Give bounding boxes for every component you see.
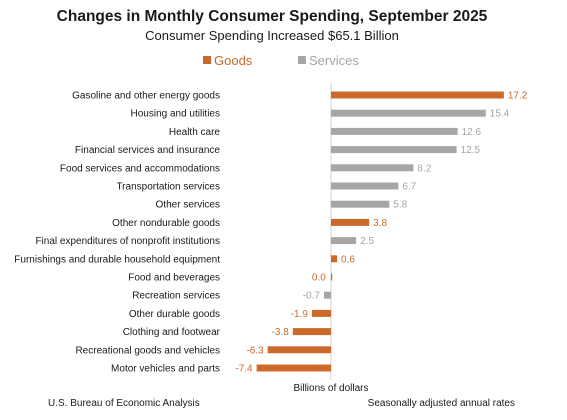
bar-health-care — [331, 127, 458, 135]
bar-clothing-and-footwear — [292, 328, 331, 336]
chart-legend: Goods Services — [203, 53, 359, 68]
legend-swatch-services — [298, 56, 306, 64]
category-label-furnishings-and-durable-household-equipment: Furnishings and durable household equipm… — [14, 254, 220, 265]
data-label-transportation-services: 6.7 — [402, 182, 416, 193]
bar-final-expenditures-of-nonprofit-institutions — [331, 237, 357, 245]
category-label-recreation-services: Recreation services — [132, 291, 220, 302]
data-label-furnishings-and-durable-household-equipment: 0.6 — [341, 254, 355, 265]
bar-other-services — [331, 200, 390, 208]
bar-motor-vehicles-and-parts — [256, 364, 331, 372]
category-label-food-services-and-accommodations: Food services and accommodations — [60, 163, 220, 174]
category-label-other-durable-goods: Other durable goods — [129, 309, 220, 320]
data-label-recreation-services: -0.7 — [303, 291, 321, 302]
data-labels: 17.2 15.4 12.6 12.5 8.26.7 5.8 3.8 2.5 0.6 0.0 -0.… — [235, 91, 527, 375]
bar-recreation-services — [323, 291, 331, 299]
bar-financial-services-and-insurance — [331, 146, 457, 154]
legend-label-goods: Goods — [214, 53, 253, 68]
category-label-recreational-goods-and-vehicles: Recreational goods and vehicles — [75, 345, 220, 356]
category-labels: Gasoline and other energy goods Housing a… — [14, 91, 220, 375]
category-label-other-nondurable-goods: Other nondurable goods — [112, 218, 220, 229]
bar-food-and-beverages — [331, 273, 333, 281]
bar-transportation-services — [331, 182, 399, 190]
source-note: U.S. Bureau of Economic Analysis — [48, 398, 200, 409]
chart-subtitle: Consumer Spending Increased $65.1 Billio… — [145, 28, 399, 43]
category-label-gasoline-and-other-energy-goods: Gasoline and other energy goods — [72, 91, 220, 102]
data-label-other-services: 5.8 — [393, 200, 407, 211]
legend-label-services: Services — [309, 53, 359, 68]
data-label-gasoline-and-other-energy-goods: 17.2 — [508, 91, 528, 102]
bar-furnishings-and-durable-household-equipment — [331, 255, 338, 263]
data-label-motor-vehicles-and-parts: -7.4 — [235, 364, 253, 375]
rates-note: Seasonally adjusted annual rates — [368, 398, 515, 409]
bar-housing-and-utilities — [331, 109, 486, 117]
data-label-clothing-and-footwear: -3.8 — [272, 327, 290, 338]
bar-other-durable-goods — [311, 309, 331, 317]
data-label-food-services-and-accommodations: 8.2 — [417, 163, 431, 174]
category-label-financial-services-and-insurance: Financial services and insurance — [75, 145, 221, 156]
bars — [256, 91, 504, 372]
category-label-clothing-and-footwear: Clothing and footwear — [123, 327, 221, 338]
data-label-housing-and-utilities: 15.4 — [490, 109, 510, 120]
category-label-food-and-beverages: Food and beverages — [128, 273, 220, 284]
category-label-housing-and-utilities: Housing and utilities — [131, 109, 221, 120]
category-label-other-services: Other services — [156, 200, 220, 211]
category-label-final-expenditures-of-nonprofit-institutions: Final expenditures of nonprofit institut… — [35, 236, 220, 247]
data-label-recreational-goods-and-vehicles: -6.3 — [246, 345, 264, 356]
bar-gasoline-and-other-energy-goods — [331, 91, 504, 99]
data-label-financial-services-and-insurance: 12.5 — [461, 145, 481, 156]
data-label-food-and-beverages: 0.0 — [312, 273, 326, 284]
data-label-other-nondurable-goods: 3.8 — [373, 218, 387, 229]
legend-swatch-goods — [203, 56, 211, 64]
bar-food-services-and-accommodations — [331, 164, 414, 172]
bar-recreational-goods-and-vehicles — [267, 346, 331, 354]
bar-other-nondurable-goods — [331, 218, 370, 226]
category-label-transportation-services: Transportation services — [116, 182, 220, 193]
x-axis-label: Billions of dollars — [293, 383, 368, 394]
category-label-health-care: Health care — [169, 127, 221, 138]
category-label-motor-vehicles-and-parts: Motor vehicles and parts — [111, 364, 220, 375]
data-label-final-expenditures-of-nonprofit-institutions: 2.5 — [360, 236, 374, 247]
data-label-other-durable-goods: -1.9 — [291, 309, 309, 320]
chart-title: Changes in Monthly Consumer Spending, Se… — [57, 8, 488, 25]
data-label-health-care: 12.6 — [462, 127, 482, 138]
